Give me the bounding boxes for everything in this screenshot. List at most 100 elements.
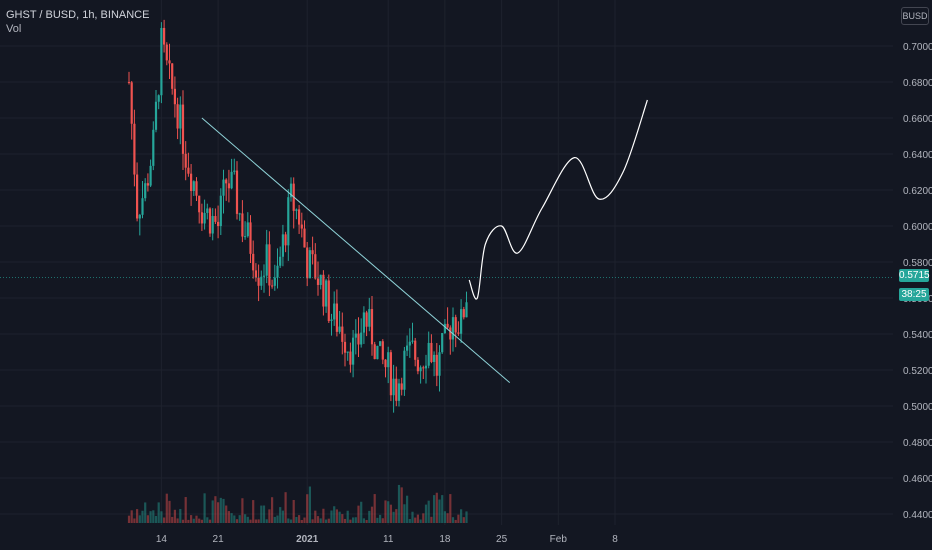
candlestick-series bbox=[127, 19, 468, 413]
volume-bar bbox=[462, 517, 465, 523]
volume-bar bbox=[419, 519, 422, 523]
volume-bar bbox=[235, 519, 239, 523]
y-tick-label: 0.4600 bbox=[903, 474, 932, 485]
candle-body bbox=[341, 326, 344, 342]
volume-bar bbox=[327, 518, 330, 523]
y-tick-label: 0.6800 bbox=[903, 78, 932, 89]
candle-body bbox=[238, 213, 241, 215]
candle-body bbox=[244, 236, 247, 238]
volume-bar bbox=[144, 502, 147, 523]
volume-bar bbox=[238, 515, 241, 523]
currency-badge[interactable]: BUSD bbox=[901, 7, 929, 25]
volume-indicator-label[interactable]: Vol bbox=[6, 23, 22, 35]
volume-bar bbox=[357, 505, 360, 523]
candle-body bbox=[198, 195, 201, 213]
candle-body bbox=[165, 44, 168, 61]
volume-bar bbox=[168, 500, 171, 523]
volume-bar bbox=[225, 505, 228, 523]
candle-body bbox=[289, 183, 293, 198]
candle-body bbox=[141, 198, 144, 215]
x-tick-label: 21 bbox=[213, 534, 225, 545]
candle-body bbox=[403, 350, 406, 390]
volume-bar bbox=[289, 519, 293, 523]
volume-bar bbox=[217, 502, 220, 523]
volume-bar bbox=[316, 516, 320, 523]
candle-body bbox=[441, 333, 444, 353]
volume-bar bbox=[146, 515, 149, 523]
volume-bar bbox=[449, 494, 452, 523]
volume-bar bbox=[281, 510, 284, 523]
candle-body bbox=[314, 254, 317, 279]
volume-bar bbox=[160, 511, 163, 523]
time-axis-labels: 14 21 2021 11 18 25 Feb 8 bbox=[156, 534, 618, 545]
y-tick-label: 0.5800 bbox=[903, 258, 932, 269]
volume-bar bbox=[130, 510, 133, 523]
volume-bar bbox=[187, 519, 190, 523]
candle-body bbox=[262, 275, 266, 277]
volume-bar bbox=[411, 511, 414, 523]
y-tick-label: 0.6200 bbox=[903, 186, 932, 197]
candle-body bbox=[273, 277, 276, 286]
x-tick-label: 8 bbox=[612, 534, 618, 545]
symbol-title[interactable]: GHST / BUSD, 1h, BINANCE bbox=[6, 9, 150, 21]
candle-body bbox=[136, 174, 139, 219]
volume-bar bbox=[454, 519, 457, 523]
candle-body bbox=[389, 352, 392, 396]
candle-body bbox=[411, 340, 414, 342]
volume-bar bbox=[338, 511, 341, 523]
candle-body bbox=[438, 352, 441, 376]
volume-bar bbox=[292, 499, 295, 523]
last-price-tag: 0.5715 bbox=[899, 269, 930, 282]
volume-bar bbox=[354, 517, 357, 523]
volume-bar bbox=[149, 511, 152, 523]
volume-bar bbox=[222, 498, 225, 523]
volume-bar bbox=[211, 500, 214, 523]
volume-bar bbox=[335, 509, 338, 523]
volume-bar bbox=[360, 501, 363, 523]
x-tick-label: 14 bbox=[156, 534, 168, 545]
candle-body bbox=[354, 333, 357, 338]
volume-bar bbox=[352, 517, 355, 523]
y-tick-label: 0.7000 bbox=[903, 42, 932, 53]
volume-bar bbox=[287, 518, 290, 523]
volume-bar bbox=[241, 498, 244, 523]
volume-bar bbox=[227, 511, 230, 523]
volume-bar bbox=[379, 514, 382, 523]
volume-bar bbox=[206, 517, 209, 523]
candle-body bbox=[422, 367, 425, 369]
candle-body bbox=[316, 278, 320, 285]
candle-body bbox=[260, 276, 263, 286]
candle-body bbox=[160, 27, 163, 96]
candle-body bbox=[333, 303, 336, 320]
y-tick-label: 0.6400 bbox=[903, 150, 932, 161]
trendline[interactable] bbox=[201, 117, 511, 383]
candle-body bbox=[268, 244, 271, 286]
volume-bar bbox=[395, 509, 398, 523]
candle-body bbox=[130, 82, 133, 124]
x-tick-label: 18 bbox=[439, 534, 451, 545]
candle-body bbox=[192, 181, 195, 191]
volume-bars bbox=[127, 484, 468, 523]
volume-bar bbox=[392, 511, 395, 523]
candle-body bbox=[346, 351, 349, 353]
volume-bar bbox=[273, 516, 276, 523]
candle-body bbox=[325, 280, 328, 307]
volume-bar bbox=[295, 516, 298, 523]
volume-bar bbox=[414, 517, 417, 523]
candle-body bbox=[173, 88, 176, 105]
volume-bar bbox=[451, 517, 455, 523]
volume-bar bbox=[203, 493, 206, 523]
projection-path[interactable] bbox=[468, 99, 648, 300]
volume-bar bbox=[246, 516, 249, 523]
candle-body bbox=[203, 212, 206, 224]
volume-bar bbox=[389, 504, 392, 523]
candle-body bbox=[219, 195, 222, 227]
volume-bar bbox=[438, 499, 441, 523]
candle-body bbox=[208, 208, 212, 234]
volume-bar bbox=[322, 508, 325, 523]
candle-body bbox=[265, 244, 268, 276]
candle-body bbox=[322, 274, 325, 307]
candle-body bbox=[154, 101, 158, 130]
volume-bar bbox=[233, 515, 236, 523]
